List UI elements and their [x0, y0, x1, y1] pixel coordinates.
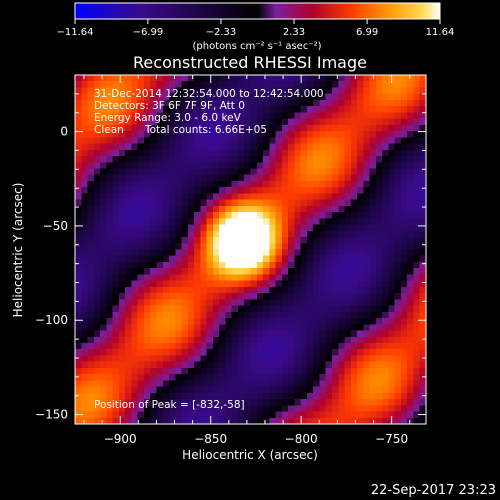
heatmap-image [75, 75, 426, 424]
y-tick-label: −150 [35, 408, 68, 422]
colorbar-tick-label: 2.33 [283, 27, 305, 38]
footer-timestamp: 22-Sep-2017 23:23 [371, 483, 496, 498]
plot-frame [74, 74, 427, 425]
annotation-total-counts: Total counts: 6.66E+05 [144, 124, 267, 136]
annotation-peak-position: Position of Peak = [-832,-58] [94, 399, 245, 411]
colorbar-tick-label: −11.64 [56, 27, 93, 38]
colorbar-ticks: −11.64 −6.99 −2.33 2.33 6.99 11.64 [56, 19, 454, 38]
annotation-method: Clean [94, 124, 124, 136]
y-axis-ticks: 0 −50 −100 −150 [35, 74, 426, 422]
y-tick-label: −100 [35, 313, 68, 327]
x-tick-label: −800 [285, 432, 318, 446]
x-axis-label: Heliocentric X (arcsec) [182, 448, 318, 462]
chart-title: Reconstructed RHESSI Image [133, 53, 367, 72]
y-axis-label: Heliocentric Y (arcsec) [11, 183, 25, 318]
x-axis-ticks: −900 −850 −800 −750 [83, 75, 411, 446]
colorbar-units: (photons cm⁻² s⁻¹ asec⁻²) [192, 41, 321, 52]
y-tick-label: −50 [43, 219, 68, 233]
colorbar-tick-label: −6.99 [133, 27, 164, 38]
colorbar-tick-label: −2.33 [206, 27, 237, 38]
x-tick-label: −850 [194, 432, 227, 446]
colorbar-tick-label: 11.64 [426, 27, 455, 38]
annotation-detectors: Detectors: 3F 6F 7F 9F, Att 0 [94, 100, 245, 112]
annotation-energy-range: Energy Range: 3.0 - 6.0 keV [94, 112, 242, 124]
colorbar [74, 2, 441, 20]
colorbar-tick-label: 6.99 [356, 27, 378, 38]
x-tick-label: −900 [104, 432, 137, 446]
annotation-time-range: 31-Dec-2014 12:32:54.000 to 12:42:54.000 [94, 88, 324, 100]
x-tick-label: −750 [375, 432, 408, 446]
y-tick-label: 0 [60, 125, 68, 139]
